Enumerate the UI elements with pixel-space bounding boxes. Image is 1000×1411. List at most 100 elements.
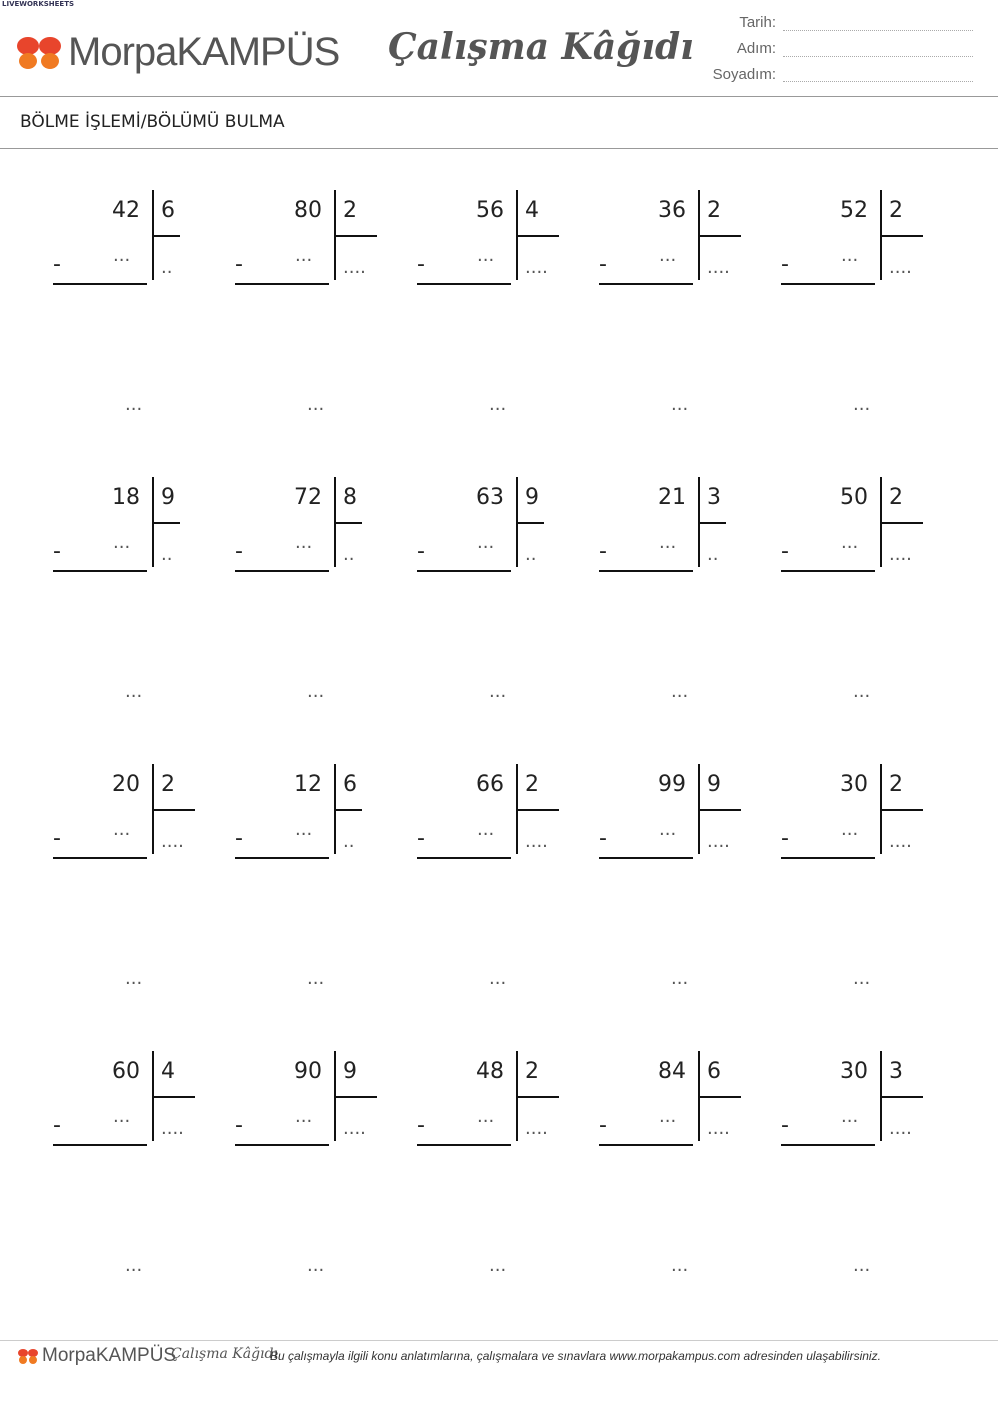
divisor: 9 xyxy=(707,772,721,797)
dividend: 36 xyxy=(658,198,686,223)
subtraction-line xyxy=(417,570,511,572)
dividend: 56 xyxy=(476,198,504,223)
remainder-blank: ... xyxy=(853,394,871,415)
remainder-blank: ... xyxy=(307,968,325,989)
division-problem: 50 2 -.......... xyxy=(781,477,961,717)
divisor-underline xyxy=(153,522,180,524)
quotient-blank: .... xyxy=(889,544,912,565)
divisor-underline xyxy=(335,522,362,524)
product-blank: ... xyxy=(113,245,131,266)
quotient-blank: .... xyxy=(161,1118,184,1139)
header-divider xyxy=(0,96,998,97)
remainder-blank: ... xyxy=(125,681,143,702)
remainder-blank: ... xyxy=(853,681,871,702)
dividend: 63 xyxy=(476,485,504,510)
subtraction-line xyxy=(599,857,693,859)
quotient-blank: .... xyxy=(525,1118,548,1139)
divisor: 9 xyxy=(525,485,539,510)
divisor: 6 xyxy=(707,1059,721,1084)
quotient-blank: .... xyxy=(889,831,912,852)
minus-sign: - xyxy=(599,252,607,277)
footer-divider xyxy=(0,1340,998,1341)
division-problem: 52 2 -.......... xyxy=(781,190,961,430)
footer-logo: MorpaKAMPÜS xyxy=(42,1345,177,1366)
minus-sign: - xyxy=(417,539,425,564)
dividend: 80 xyxy=(294,198,322,223)
dividend: 18 xyxy=(112,485,140,510)
dividend: 42 xyxy=(112,198,140,223)
minus-sign: - xyxy=(235,252,243,277)
dividend: 12 xyxy=(294,772,322,797)
divisor-underline xyxy=(881,809,923,811)
minus-sign: - xyxy=(235,1113,243,1138)
divisor-underline xyxy=(517,522,544,524)
divisor-underline xyxy=(881,1096,923,1098)
divisor: 4 xyxy=(525,198,539,223)
name-label: Adım: xyxy=(736,40,776,57)
minus-sign: - xyxy=(781,252,789,277)
footer-title: Çalışma Kâğıdı xyxy=(171,1346,278,1362)
divisor: 3 xyxy=(889,1059,903,1084)
minus-sign: - xyxy=(235,826,243,851)
divisor: 2 xyxy=(343,198,357,223)
divisor-underline xyxy=(153,809,195,811)
dividend: 30 xyxy=(840,1059,868,1084)
subtraction-line xyxy=(417,283,511,285)
divisor-underline xyxy=(517,809,559,811)
product-blank: ... xyxy=(295,245,313,266)
subtraction-line xyxy=(53,1144,147,1146)
division-problem: 36 2 -.......... xyxy=(599,190,779,430)
remainder-blank: ... xyxy=(671,968,689,989)
subtitle: BÖLME İŞLEMİ/BÖLÜMÜ BULMA xyxy=(20,112,285,132)
subtraction-line xyxy=(235,857,329,859)
quotient-blank: .... xyxy=(707,1118,730,1139)
remainder-blank: ... xyxy=(671,1255,689,1276)
divisor-underline xyxy=(335,1096,377,1098)
minus-sign: - xyxy=(417,1113,425,1138)
logo-text: MorpaKAMPÜS xyxy=(68,30,340,74)
division-problem: 63 9 -........ xyxy=(417,477,597,717)
divisor-underline xyxy=(153,1096,195,1098)
dividend: 50 xyxy=(840,485,868,510)
minus-sign: - xyxy=(599,1113,607,1138)
division-problem: 18 9 -........ xyxy=(53,477,233,717)
divisor: 2 xyxy=(525,772,539,797)
quotient-blank: .... xyxy=(707,831,730,852)
product-blank: ... xyxy=(113,532,131,553)
divisor-underline xyxy=(335,235,377,237)
minus-sign: - xyxy=(235,539,243,564)
minus-sign: - xyxy=(781,826,789,851)
product-blank: ... xyxy=(841,1106,859,1127)
minus-sign: - xyxy=(53,1113,61,1138)
subtraction-line xyxy=(781,857,875,859)
divisor: 6 xyxy=(161,198,175,223)
dividend: 72 xyxy=(294,485,322,510)
product-blank: ... xyxy=(295,819,313,840)
divisor: 3 xyxy=(707,485,721,510)
divisor-underline xyxy=(335,809,362,811)
quotient-blank: .... xyxy=(889,257,912,278)
quotient-blank: .... xyxy=(161,831,184,852)
divisor: 8 xyxy=(343,485,357,510)
subtraction-line xyxy=(53,857,147,859)
division-problem: 80 2 -.......... xyxy=(235,190,415,430)
minus-sign: - xyxy=(53,826,61,851)
division-problem: 42 6 -........ xyxy=(53,190,233,430)
dividend: 84 xyxy=(658,1059,686,1084)
divisor: 9 xyxy=(161,485,175,510)
quotient-blank: .. xyxy=(343,831,355,852)
quotient-blank: .... xyxy=(525,257,548,278)
quotient-blank: .. xyxy=(161,257,173,278)
divisor: 9 xyxy=(343,1059,357,1084)
minus-sign: - xyxy=(599,539,607,564)
division-problem: 90 9 -.......... xyxy=(235,1051,415,1291)
quotient-blank: .. xyxy=(343,544,355,565)
subtraction-line xyxy=(781,283,875,285)
dividend: 90 xyxy=(294,1059,322,1084)
subtraction-line xyxy=(417,1144,511,1146)
name-line xyxy=(783,56,973,57)
dividend: 52 xyxy=(840,198,868,223)
division-problem: 66 2 -.......... xyxy=(417,764,597,1004)
subtraction-line xyxy=(781,1144,875,1146)
